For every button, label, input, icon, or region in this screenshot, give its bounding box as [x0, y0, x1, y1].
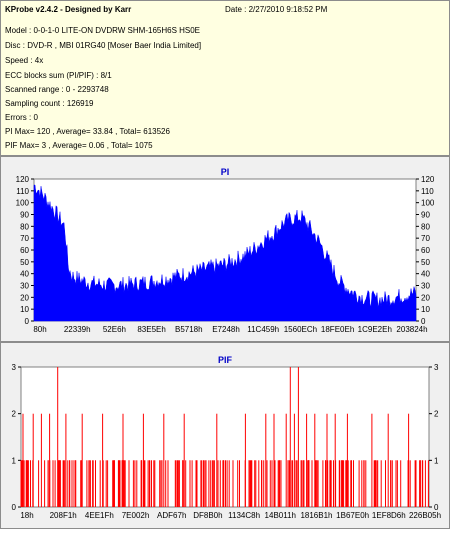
pi-ytick-label-right: 40 — [421, 270, 430, 279]
pif-xtick-label: 4EE1Fh — [85, 511, 114, 520]
pi-ytick-label-left: 60 — [20, 246, 29, 255]
app-title: KProbe v2.4.2 - Designed by Karr — [5, 5, 132, 14]
pi-ytick-label-left: 40 — [20, 270, 29, 279]
pif-chart: PIF 0 0 1 1 2 2 3 3 18h 208F1h 4EE1Fh 7E002h ADF67h DF… — [12, 355, 441, 520]
pif-xtick-label: 1B67E0h — [336, 511, 369, 520]
pi-ytick-label-left: 0 — [25, 317, 30, 326]
pi-stats-line: PI Max= 120 , Average= 33.84 , Total= 61… — [5, 127, 170, 136]
pi-xtick-label: 18FE0Eh — [321, 325, 354, 334]
pi-chart: PI 0 0 10 10 20 20 30 30 40 40 50 50 60 60 70 70 80 80 90 90… — [16, 167, 435, 334]
pi-ytick-label-left: 20 — [20, 293, 29, 302]
pi-ytick-label-right: 60 — [421, 246, 430, 255]
pi-xtick-label: E7248h — [212, 325, 240, 334]
pif-ytick-label-right: 1 — [434, 456, 439, 465]
pi-xtick-label: 80h — [33, 325, 46, 334]
pi-ytick-label-right: 120 — [421, 175, 435, 184]
pif-ytick-label-left: 1 — [12, 456, 17, 465]
pi-ytick-label-right: 0 — [421, 317, 426, 326]
pif-xtick-label: ADF67h — [157, 511, 186, 520]
pi-ytick-label-left: 70 — [20, 234, 29, 243]
pif-ytick-label-right: 3 — [434, 363, 439, 372]
pi-ytick-label-right: 70 — [421, 234, 430, 243]
pif-ytick-label-left: 0 — [12, 503, 17, 512]
scan-date: Date : 2/27/2010 9:18:52 PM — [225, 5, 328, 14]
info-panel: KProbe v2.4.2 - Designed by Karr Date : … — [0, 0, 450, 156]
pi-ytick-label-left: 120 — [16, 175, 30, 184]
pif-xtick-label: 1816B1h — [300, 511, 332, 520]
pi-ytick-label-left: 110 — [16, 187, 29, 196]
pi-ytick-label-left: 30 — [20, 282, 29, 291]
pi-ytick-label-right: 90 — [421, 211, 430, 220]
pi-xtick-label: 1560ECh — [284, 325, 317, 334]
pi-xtick-label: 22339h — [64, 325, 91, 334]
pif-xtick-label: 1134C8h — [228, 511, 260, 520]
pi-xtick-label: 203824h — [396, 325, 427, 334]
range-line: Scanned range : 0 - 2293748 — [5, 85, 109, 94]
pif-xtick-label: 226B05h — [409, 511, 441, 520]
pif-ytick-label-left: 3 — [12, 363, 17, 372]
pi-ytick-label-right: 10 — [421, 305, 430, 314]
pi-title: PI — [221, 167, 230, 177]
pif-xtick-label: DF8B0h — [193, 511, 222, 520]
disc-line: Disc : DVD-R , MBI 01RG40 [Moser Baer In… — [5, 41, 202, 50]
pif-xtick-label: 18h — [20, 511, 33, 520]
pif-ytick-label-right: 0 — [434, 503, 439, 512]
pif-xtick-label: 7E002h — [122, 511, 150, 520]
pi-chart-panel: PI 0 0 10 10 20 20 30 30 40 40 50 50 60 60 70 70 80 80 90 90… — [0, 156, 450, 342]
pi-ytick-label-right: 30 — [421, 282, 430, 291]
pi-ytick-label-right: 110 — [421, 187, 434, 196]
pi-area-series — [33, 184, 417, 322]
pi-xtick-label: 11C459h — [247, 325, 279, 334]
pif-chart-panel: PIF 0 0 1 1 2 2 3 3 18h 208F1h 4EE1Fh 7E002h ADF67h DF… — [0, 342, 450, 529]
pif-ytick-label-left: 2 — [12, 410, 17, 419]
errors-line: Errors : 0 — [5, 113, 38, 122]
pi-ytick-label-right: 20 — [421, 293, 430, 302]
pi-ytick-label-left: 80 — [20, 222, 29, 231]
ecc-line: ECC blocks sum (PI/PIF) : 8/1 — [5, 71, 112, 80]
pif-ytick-label-right: 2 — [434, 410, 439, 419]
model-line: Model : 0-0-1-0 LITE-ON DVDRW SHM-165H6S… — [5, 26, 201, 35]
sampling-line: Sampling count : 126919 — [5, 99, 94, 108]
pi-xtick-label: 52E6h — [103, 325, 126, 334]
pi-ytick-label-left: 90 — [20, 211, 29, 220]
pi-ytick-label-left: 50 — [20, 258, 29, 267]
pi-ytick-label-right: 50 — [421, 258, 430, 267]
speed-line: Speed : 4x — [5, 56, 44, 65]
pi-ytick-label-left: 100 — [16, 199, 30, 208]
pi-ytick-label-right: 80 — [421, 222, 430, 231]
pi-ytick-label-right: 100 — [421, 199, 435, 208]
pi-xtick-label: B5718h — [175, 325, 203, 334]
pi-xtick-label: 83E5Eh — [137, 325, 165, 334]
pif-stats-line: PIF Max= 3 , Average= 0.06 , Total= 1075 — [5, 141, 153, 150]
pif-xtick-label: 1EF8D6h — [372, 511, 406, 520]
pi-ytick-label-left: 10 — [20, 305, 29, 314]
pif-xtick-label: 208F1h — [50, 511, 77, 520]
pi-xtick-label: 1C9E2Eh — [358, 325, 392, 334]
pif-title: PIF — [218, 355, 233, 365]
pif-xtick-label: 14B011h — [265, 511, 296, 520]
